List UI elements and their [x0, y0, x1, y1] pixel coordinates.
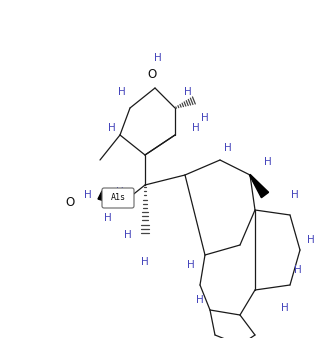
Text: H: H — [291, 190, 299, 200]
Text: H: H — [124, 230, 132, 240]
Text: H: H — [307, 235, 315, 245]
Text: H: H — [264, 157, 272, 167]
Text: H: H — [184, 87, 192, 97]
Text: H: H — [84, 190, 92, 200]
Text: O: O — [66, 195, 75, 209]
Text: H: H — [104, 213, 112, 223]
Text: H: H — [141, 257, 149, 267]
Text: H: H — [294, 265, 302, 275]
Text: H: H — [187, 260, 195, 270]
Text: H: H — [201, 113, 209, 123]
Polygon shape — [250, 175, 269, 198]
FancyBboxPatch shape — [102, 188, 134, 208]
Text: H: H — [116, 187, 124, 197]
Text: H: H — [192, 123, 200, 133]
Text: O: O — [147, 68, 157, 80]
Polygon shape — [98, 191, 120, 206]
Text: H: H — [108, 123, 116, 133]
Text: A1s: A1s — [110, 193, 126, 202]
Text: H: H — [196, 295, 204, 305]
Text: H: H — [281, 303, 289, 313]
Text: H: H — [224, 143, 232, 153]
Text: H: H — [154, 53, 162, 63]
Text: H: H — [118, 87, 126, 97]
